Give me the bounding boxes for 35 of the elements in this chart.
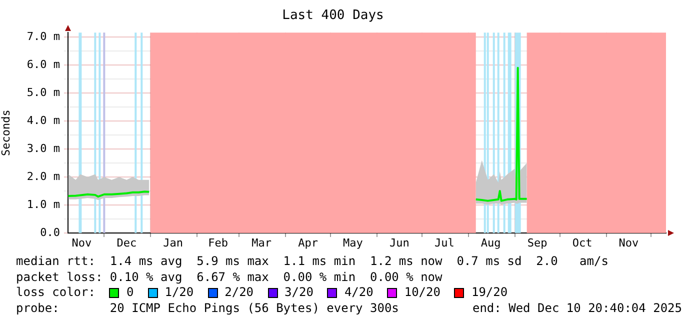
legend-label: 0 <box>126 285 134 300</box>
text: packet loss: 0.10 % avg 6.67 % max 0.00 % min 0.00 % now <box>16 270 444 285</box>
chart-title: Last 400 Days <box>282 8 384 24</box>
legend-label: 2/20 <box>224 285 254 300</box>
x-tick-label: May <box>343 236 364 250</box>
x-tick-label: Nov <box>72 236 92 250</box>
text: probe: 20 ICMP Echo Pings (56 Bytes) every 300s <box>16 300 399 316</box>
legend-title: loss color: <box>16 285 96 300</box>
y-axis-title: Seconds <box>0 110 12 156</box>
y-tick-label: 1.0 m <box>26 198 60 211</box>
text: median rtt: 1.4 ms avg 5.9 ms max 1.1 ms min 1.2 ms now 0.7 ms sd 2.0 am/s <box>16 254 610 270</box>
x-tick-label: Oct <box>572 236 592 250</box>
y-tick-label: 4.0 m <box>26 114 60 127</box>
x-tick-label: Feb <box>208 236 228 250</box>
legend-label: 1/20 <box>164 285 194 300</box>
text: end: Wed Dec 10 20:40:04 2025 <box>472 300 682 316</box>
x-tick-label: Jan <box>163 236 184 250</box>
legend-label: 10/20 <box>404 285 440 300</box>
legend-label: 3/20 <box>284 285 314 300</box>
y-tick-label: 2.0 m <box>26 170 60 183</box>
y-tick-label: 7.0 m <box>26 30 60 43</box>
y-tick-label: 6.0 m <box>26 58 60 71</box>
x-tick-label: Jul <box>434 236 454 250</box>
y-tick-label: 0.0 <box>40 226 60 239</box>
x-tick-label: Mar <box>252 236 272 250</box>
x-tick-label: Jun <box>389 236 410 250</box>
x-tick-label: Aug <box>480 236 501 250</box>
y-tick-label: 3.0 m <box>26 142 60 155</box>
x-tick-label: Dec <box>116 236 137 250</box>
legend-label: 19/20 <box>471 285 508 300</box>
x-tick-label: Apr <box>298 236 318 250</box>
y-tick-label: 5.0 m <box>26 86 60 99</box>
legend-label: 4/20 <box>344 285 374 300</box>
x-tick-label: Sep <box>527 236 548 250</box>
x-tick-label: Nov <box>618 236 640 250</box>
